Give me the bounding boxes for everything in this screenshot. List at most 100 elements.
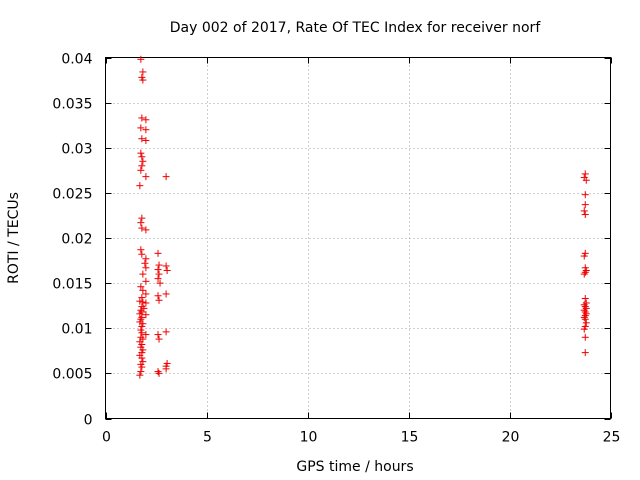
data-point-marker bbox=[581, 315, 589, 323]
data-point-marker bbox=[138, 162, 146, 170]
data-point-marker bbox=[581, 170, 589, 178]
data-point-marker bbox=[138, 313, 146, 321]
data-point-marker bbox=[138, 329, 146, 337]
data-point-marker bbox=[139, 270, 147, 278]
data-point-marker bbox=[137, 166, 145, 174]
data-point-marker bbox=[141, 259, 149, 267]
data-point-marker bbox=[138, 114, 146, 122]
data-point-marker bbox=[136, 310, 144, 318]
data-point-marker bbox=[142, 126, 150, 134]
data-point-marker bbox=[142, 277, 150, 285]
data-point-marker bbox=[582, 176, 590, 184]
data-point-marker bbox=[580, 207, 588, 215]
data-point-marker bbox=[137, 124, 145, 132]
data-point-marker bbox=[581, 333, 589, 341]
y-tick-label: 0.04 bbox=[61, 52, 92, 68]
data-point-marker bbox=[136, 318, 144, 326]
data-point-marker bbox=[139, 157, 147, 165]
data-point-marker bbox=[580, 325, 588, 333]
data-point-marker bbox=[142, 226, 150, 234]
data-point-marker bbox=[139, 68, 147, 76]
data-point-marker bbox=[580, 313, 588, 321]
data-point-marker bbox=[138, 153, 146, 161]
data-point-marker bbox=[581, 349, 589, 357]
data-point-marker bbox=[155, 296, 163, 304]
data-point-marker bbox=[154, 275, 162, 283]
data-point-marker bbox=[138, 224, 146, 232]
data-point-marker bbox=[138, 322, 146, 330]
grid-lines bbox=[105, 57, 611, 419]
x-tick-label: 10 bbox=[300, 430, 318, 446]
data-point-marker bbox=[581, 268, 589, 276]
x-tick-label: 15 bbox=[401, 430, 419, 446]
y-tick-label: 0.015 bbox=[52, 277, 92, 293]
data-point-marker bbox=[154, 292, 162, 300]
data-point-marker bbox=[139, 76, 147, 84]
data-point-marker bbox=[162, 290, 170, 298]
data-point-marker bbox=[137, 149, 145, 157]
data-point-marker bbox=[154, 266, 162, 274]
data-point-marker bbox=[137, 219, 145, 227]
data-point-marker bbox=[138, 354, 146, 362]
data-point-marker bbox=[138, 294, 146, 302]
x-tick-label: 5 bbox=[203, 430, 212, 446]
data-point-marker bbox=[154, 368, 162, 376]
data-point-marker bbox=[142, 173, 150, 181]
y-axis-tick-labels: 0 0.005 0.01 0.015 0.02 0.025 0.03 0.035 0.04 bbox=[52, 52, 92, 429]
data-point-marker bbox=[155, 369, 163, 377]
data-point-marker bbox=[155, 261, 163, 269]
data-point-marker bbox=[154, 249, 162, 257]
data-point-marker bbox=[162, 262, 170, 270]
data-point-marker bbox=[581, 211, 589, 219]
data-point-marker bbox=[142, 137, 150, 145]
data-point-marker bbox=[155, 270, 163, 278]
data-point-marker bbox=[163, 266, 171, 274]
data-point-marker bbox=[162, 173, 170, 181]
data-point-marker bbox=[139, 286, 147, 294]
data-point-marker bbox=[162, 328, 170, 336]
data-point-marker bbox=[142, 299, 150, 307]
data-point-marker bbox=[582, 266, 590, 274]
y-tick-label: 0.01 bbox=[61, 322, 92, 338]
data-point-marker bbox=[138, 363, 146, 371]
data-point-marker bbox=[155, 335, 163, 343]
data-point-marker bbox=[142, 264, 150, 272]
y-tick-label: 0.025 bbox=[52, 187, 92, 203]
x-axis-tick-labels: 0 5 10 15 20 25 bbox=[102, 430, 620, 446]
data-point-marker bbox=[138, 214, 146, 222]
y-tick-label: 0.005 bbox=[52, 367, 92, 383]
data-point-marker bbox=[142, 311, 150, 319]
data-point-marker bbox=[136, 182, 144, 190]
y-tick-label: 0.02 bbox=[61, 232, 92, 248]
data-point-marker bbox=[582, 310, 590, 318]
y-axis-label: ROTI / TECUs bbox=[6, 192, 22, 284]
data-point-marker bbox=[156, 279, 164, 287]
data-point-marker bbox=[142, 331, 150, 339]
data-point-marker bbox=[137, 55, 145, 63]
data-point-marker bbox=[581, 294, 589, 302]
data-point-marker bbox=[136, 297, 144, 305]
data-point-marker bbox=[138, 250, 146, 258]
data-point-marker bbox=[580, 306, 588, 314]
data-point-marker bbox=[139, 298, 147, 306]
y-tick-label: 0 bbox=[84, 413, 93, 429]
data-point-marker bbox=[142, 116, 150, 124]
data-point-marker bbox=[581, 201, 589, 209]
data-point-marker bbox=[580, 270, 588, 278]
y-tick-label: 0.035 bbox=[52, 97, 92, 113]
data-point-marker bbox=[137, 368, 145, 376]
x-tick-label: 20 bbox=[502, 430, 520, 446]
data-point-marker bbox=[580, 252, 588, 260]
y-tick-label: 0.03 bbox=[61, 142, 92, 158]
data-point-marker bbox=[137, 306, 145, 314]
axis-ticks bbox=[105, 57, 612, 420]
x-axis-label: GPS time / hours bbox=[296, 459, 413, 475]
data-point-marker bbox=[137, 283, 145, 291]
chart-title: Day 002 of 2017, Rate Of TEC Index for r… bbox=[170, 20, 542, 36]
data-point-marker bbox=[142, 255, 150, 263]
data-point-marker bbox=[138, 135, 146, 143]
data-point-marker bbox=[137, 246, 145, 254]
x-tick-label: 25 bbox=[603, 430, 621, 446]
data-point-marker bbox=[142, 290, 150, 298]
